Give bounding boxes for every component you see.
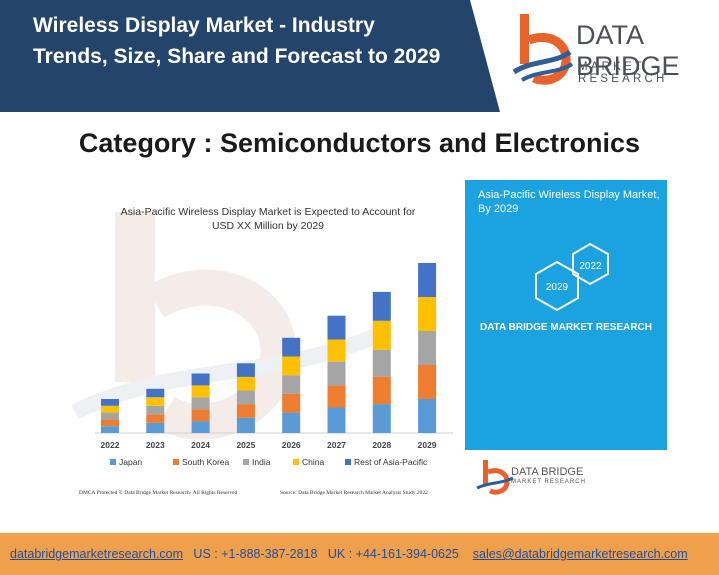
- bar-2026-india: [282, 375, 301, 394]
- contact-bar: databridgemarketresearch.com US : +1-888…: [0, 533, 719, 575]
- data-bridge-logo-icon: [512, 14, 574, 85]
- legend-swatch-japan: [110, 459, 116, 465]
- bar-2024-japan: [191, 421, 210, 433]
- bar-2022-china: [101, 405, 119, 413]
- bar-2023-china: [146, 397, 165, 406]
- email-link[interactable]: sales@databridgemarketresearch.com: [472, 547, 688, 561]
- mini-logo-name: DATA BRIDGE: [511, 466, 584, 478]
- bar-2022-south-korea: [101, 419, 119, 427]
- bar-2026-south-korea: [282, 393, 301, 413]
- bar-2023-south-korea: [146, 414, 165, 423]
- website-link[interactable]: databridgemarketresearch.com: [10, 547, 183, 561]
- bar-2022-rest-of-asia-pacific: [101, 399, 119, 406]
- us-phone: US : +1-888-387-2818: [193, 547, 318, 561]
- bar-2026-rest-of-asia-pacific: [282, 337, 301, 357]
- x-tick-label: 2029: [418, 440, 437, 450]
- bar-2022-japan: [101, 426, 119, 433]
- bar-2026-japan: [282, 412, 301, 433]
- bar-2027-rest-of-asia-pacific: [327, 315, 346, 340]
- bar-2024-india: [191, 397, 210, 410]
- dmca-note: DMCA Protected © Data Bridge Market Rese…: [79, 489, 238, 496]
- uk-phone: UK : +44-161-394-0625: [327, 547, 459, 561]
- mini-logo-icon: [476, 460, 514, 495]
- x-tick-label: 2028: [372, 440, 391, 450]
- bar-2028-china: [372, 320, 391, 350]
- side-panel: Asia-Pacific Wireless Display Market, By…: [465, 180, 667, 504]
- x-tick-label: 2023: [146, 440, 165, 450]
- bar-2027-china: [327, 339, 346, 362]
- bar-2028-south-korea: [372, 376, 391, 405]
- bar-2025-japan: [236, 417, 255, 433]
- bar-2023-japan: [146, 422, 165, 433]
- logo-tagline: MARKET RESEARCH: [578, 61, 668, 85]
- bar-2028-rest-of-asia-pacific: [372, 291, 391, 321]
- chart-title-line-1: Asia-Pacific Wireless Display Market is …: [121, 206, 416, 218]
- chart-title-line-2: USD XX Million by 2029: [212, 220, 324, 232]
- hexagon-years-icon: 2022 2029: [535, 242, 609, 312]
- bar-2029-india: [418, 331, 437, 365]
- legend-swatch-rest-of-asia-pacific: [345, 459, 351, 465]
- side-panel-company: DATA BRIDGE MARKET RESEARCH: [479, 322, 653, 333]
- mini-logo: DATA BRIDGE MARKET RESEARCH: [465, 450, 667, 504]
- x-tick-label: 2027: [327, 440, 346, 450]
- mini-logo-tagline: MARKET RESEARCH: [511, 479, 586, 485]
- bar-2023-india: [146, 405, 165, 415]
- x-tick-label: 2022: [101, 440, 120, 450]
- x-tick-label: 2026: [282, 440, 301, 450]
- side-panel-title: Asia-Pacific Wireless Display Market, By…: [478, 189, 660, 215]
- bar-2024-china: [191, 385, 210, 398]
- hex-label-2029: 2029: [546, 282, 569, 293]
- x-tick-label: 2025: [236, 440, 255, 450]
- stacked-bar-chart: Asia-Pacific Wireless Display Market is …: [79, 206, 453, 496]
- bar-2028-japan: [372, 404, 391, 433]
- bar-2024-rest-of-asia-pacific: [191, 373, 210, 386]
- bar-2025-south-korea: [236, 404, 255, 418]
- hex-label-2022: 2022: [579, 261, 602, 272]
- bar-2022-india: [101, 412, 119, 420]
- legend-swatch-india: [243, 459, 249, 465]
- legend-label: South Korea: [182, 457, 230, 467]
- bar-2029-south-korea: [418, 365, 437, 399]
- bar-2025-china: [236, 376, 255, 391]
- bar-2027-japan: [327, 407, 346, 433]
- page-title: Wireless Display Market - Industry Trend…: [33, 14, 441, 68]
- legend-label: Japan: [119, 457, 142, 467]
- bar-2023-rest-of-asia-pacific: [146, 388, 165, 398]
- brand-logo[interactable]: DATA BRIDGE MARKET RESEARCH: [510, 12, 715, 92]
- bar-2029-china: [418, 297, 437, 331]
- bar-2029-rest-of-asia-pacific: [418, 263, 437, 297]
- category-heading: Category : Semiconductors and Electronic…: [78, 128, 641, 158]
- bar-2028-india: [372, 349, 391, 377]
- legend-swatch-china: [293, 459, 299, 465]
- bar-2024-south-korea: [191, 409, 210, 422]
- x-tick-label: 2024: [191, 440, 210, 450]
- legend-label: India: [252, 457, 271, 467]
- bar-2025-india: [236, 390, 255, 405]
- bar-2025-rest-of-asia-pacific: [236, 363, 255, 377]
- bar-2027-south-korea: [327, 385, 346, 408]
- legend-label: China: [302, 457, 324, 467]
- header-band: [0, 0, 500, 112]
- legend-swatch-south-korea: [173, 459, 179, 465]
- logo-name: DATA BRIDGE: [576, 20, 680, 81]
- bar-2027-india: [327, 361, 346, 386]
- contact-row: databridgemarketresearch.com US : +1-888…: [10, 547, 688, 561]
- source-note: Source: Data Bridge Market Research Mark…: [280, 490, 428, 496]
- legend-label: Rest of Asia-Pacific: [354, 457, 428, 467]
- bar-2026-china: [282, 356, 301, 376]
- bar-2029-japan: [418, 399, 437, 433]
- header: Wireless Display Market - Industry Trend…: [0, 0, 719, 112]
